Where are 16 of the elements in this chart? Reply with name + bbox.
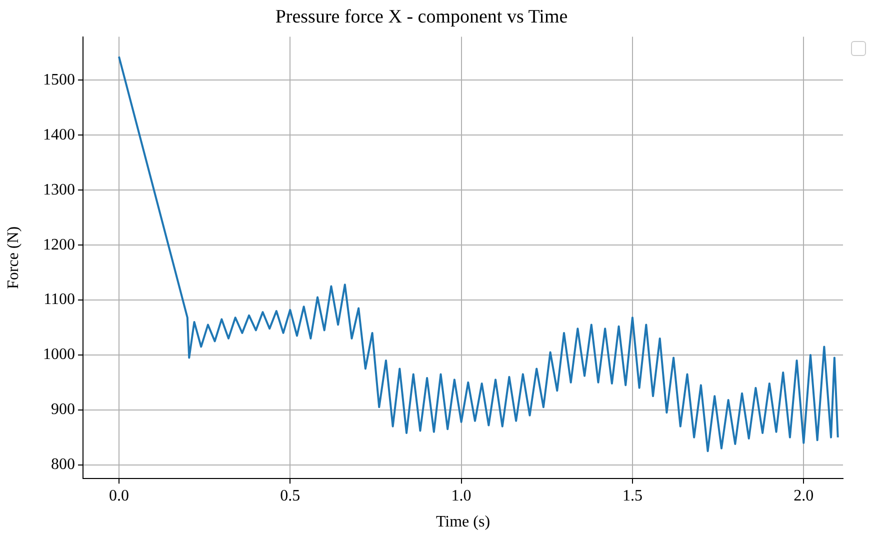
x-tick-label: 1.5 xyxy=(622,487,642,504)
y-tick-label: 800 xyxy=(51,456,75,474)
chart-title: Pressure force X - component vs Time xyxy=(275,6,568,28)
y-tick-label: 1100 xyxy=(44,291,75,308)
y-tick-label: 1300 xyxy=(43,181,75,198)
y-tick-label: 1500 xyxy=(43,71,75,88)
y-tick-label: 1400 xyxy=(43,126,75,144)
x-tick-label: 1.0 xyxy=(451,487,472,504)
x-tick-label: 0.5 xyxy=(280,487,300,504)
x-axis-title: Time (s) xyxy=(436,514,490,531)
x-tick-label: 2.0 xyxy=(794,487,814,504)
y-tick-label: 1200 xyxy=(43,236,75,254)
x-tick-label: 0.0 xyxy=(108,487,129,504)
y-tick-label: 900 xyxy=(51,401,75,418)
y-tick-label: 1000 xyxy=(43,346,75,364)
y-axis-title: Force (N) xyxy=(4,226,22,290)
